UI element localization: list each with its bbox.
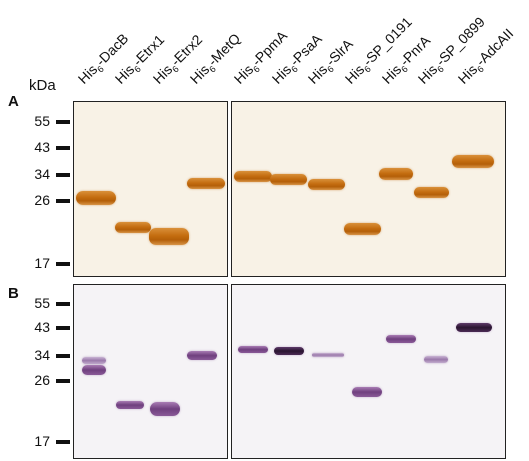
panel-letter-b: B <box>8 285 19 302</box>
marker-tick <box>56 199 70 203</box>
band-metq <box>187 351 217 360</box>
band-etrx1 <box>116 401 144 409</box>
marker-tick <box>56 146 70 150</box>
band-sp0899 <box>414 187 449 198</box>
band-pnra <box>379 168 413 180</box>
marker-43-a: 43 <box>34 139 50 155</box>
band-etrx2 <box>149 228 189 245</box>
blot-panel-b-right <box>231 284 506 459</box>
marker-43-b: 43 <box>34 319 50 335</box>
marker-17-b: 17 <box>34 433 50 449</box>
band-dacb <box>76 191 116 205</box>
band-adcaii <box>456 323 492 332</box>
band-ppma <box>238 346 268 353</box>
marker-tick <box>56 302 70 306</box>
band-slra <box>308 179 345 190</box>
gel-panel-a-right <box>231 101 506 277</box>
band-metq <box>187 178 225 189</box>
marker-17-a: 17 <box>34 255 50 271</box>
band-psaa <box>270 174 307 185</box>
band-etrx2 <box>150 402 180 416</box>
marker-tick <box>56 262 70 266</box>
marker-tick <box>56 120 70 124</box>
marker-tick <box>56 173 70 177</box>
band-slra <box>312 353 344 357</box>
marker-tick <box>56 440 70 444</box>
kda-unit-label: kDa <box>29 77 56 94</box>
marker-34-a: 34 <box>34 166 50 182</box>
band-adcaii <box>452 155 494 168</box>
band-sp0191 <box>352 387 382 397</box>
marker-34-b: 34 <box>34 347 50 363</box>
marker-tick <box>56 354 70 358</box>
band-ppma <box>234 171 272 182</box>
band-dacb <box>82 365 106 375</box>
marker-55-b: 55 <box>34 295 50 311</box>
marker-26-b: 26 <box>34 372 50 388</box>
band-pnra <box>386 335 416 343</box>
band-sp0191 <box>344 223 381 235</box>
band-dacb-upper <box>82 357 106 364</box>
marker-tick <box>56 379 70 383</box>
blot-panel-b-left <box>73 284 228 459</box>
marker-55-a: 55 <box>34 113 50 129</box>
panel-letter-a: A <box>8 93 19 110</box>
band-etrx1 <box>115 222 151 233</box>
band-psaa <box>274 347 304 355</box>
marker-tick <box>56 326 70 330</box>
band-sp0899 <box>424 356 448 363</box>
gel-panel-a-left <box>73 101 228 277</box>
marker-26-a: 26 <box>34 192 50 208</box>
